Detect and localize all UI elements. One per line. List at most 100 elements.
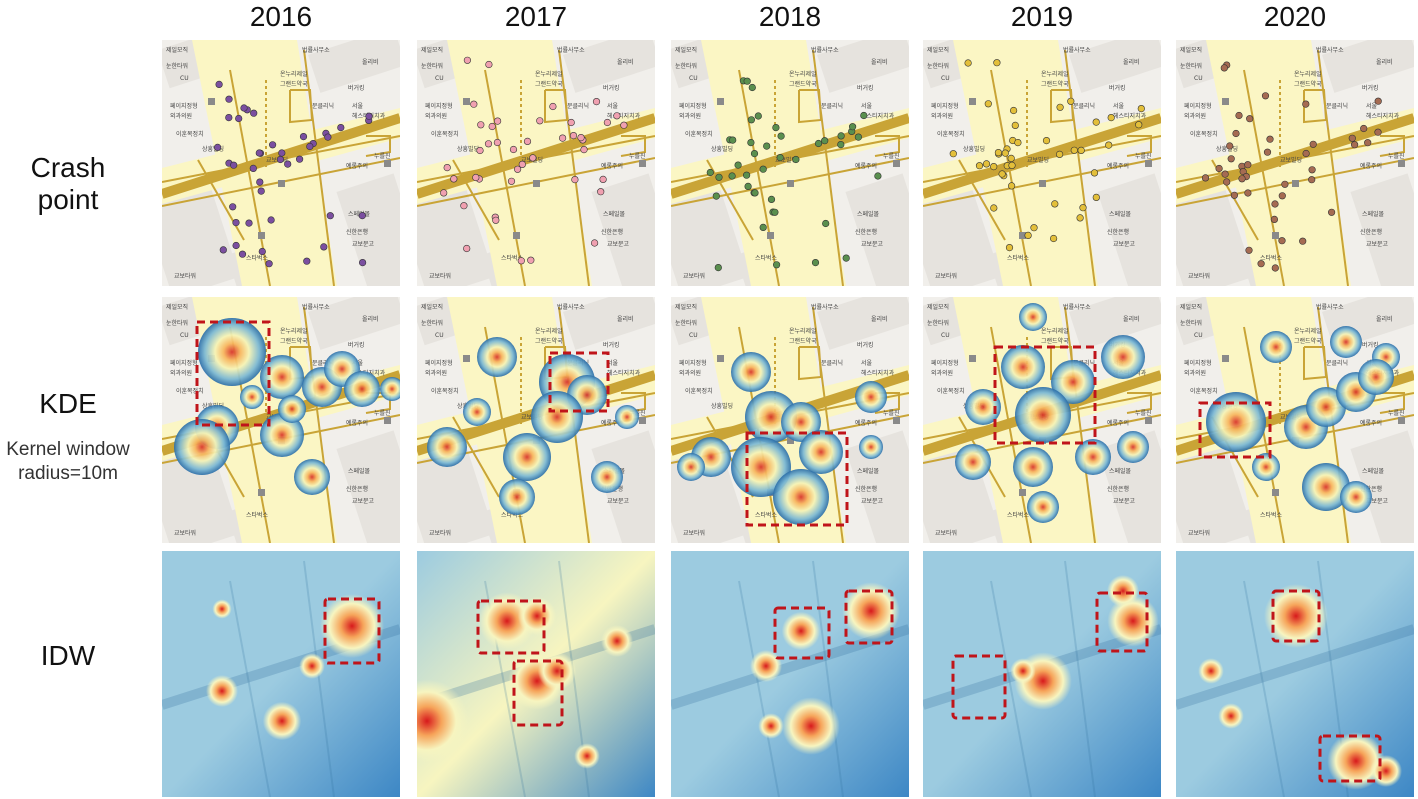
crash-point — [326, 212, 334, 220]
map-label: 예롱주의 — [855, 162, 877, 170]
crash-point — [463, 56, 472, 64]
idw-hotspots — [1198, 584, 1402, 790]
crash-point — [1246, 115, 1254, 123]
crash-point — [763, 142, 771, 150]
year-header-2020: 2020 — [1263, 1, 1327, 32]
year-header-2019: 2019 — [1010, 1, 1074, 32]
map-label: 스페일몰 — [603, 210, 626, 218]
map-label: 그랜드약국 — [789, 337, 817, 345]
crash-point — [990, 162, 998, 171]
map-label: 눈한타워 — [675, 62, 697, 70]
hotspot-box — [1271, 589, 1321, 643]
kde-blob — [677, 453, 705, 481]
crash-point — [964, 59, 972, 67]
map-label: 스타벅스 — [501, 511, 524, 519]
crash-point — [229, 203, 237, 211]
crash-point — [1302, 100, 1310, 108]
map-label: 법률사무소 — [302, 303, 330, 311]
map-label: 이훈복정치 — [431, 387, 459, 395]
map-label: 누를진 — [374, 152, 391, 160]
crash-point — [443, 163, 451, 172]
idw-map-2017 — [417, 551, 655, 797]
map-label: 눈한타워 — [166, 62, 188, 70]
map-label: 그랜드약국 — [535, 337, 563, 345]
crash-point — [620, 121, 628, 129]
kde-blob — [174, 419, 230, 475]
map-label: 온누리제일 — [535, 327, 563, 335]
map-label: 스타벅스 — [1260, 254, 1283, 262]
map-label: 스타벅스 — [1007, 511, 1030, 519]
map-label: 신한은행 — [1107, 485, 1129, 493]
map-label: 그랜드약국 — [1041, 80, 1069, 88]
idw-hotspots — [1010, 575, 1159, 710]
hotspot-box — [512, 659, 564, 727]
hotspot-box — [548, 351, 610, 413]
kde-blob — [499, 479, 535, 515]
crash-point — [1077, 146, 1085, 154]
crash-point — [559, 134, 567, 142]
crash-points — [440, 56, 628, 265]
map-label: 교보문고 — [861, 498, 884, 505]
kde-map-2016: 제일모직 법률사무소 올리비 눈한타워 온누리제일 그랜드약국 CU 버거킹 페이지정형 외과의원… — [162, 297, 400, 543]
kde-blob — [1075, 439, 1111, 475]
map-label: 페이지정형 — [170, 102, 198, 110]
crash-point — [613, 112, 621, 120]
crash-points — [213, 80, 373, 268]
crash-point — [470, 100, 478, 108]
map-label: 법률사무소 — [811, 46, 839, 54]
crash-point — [513, 165, 522, 173]
idw-hotspots — [750, 582, 900, 755]
kde-blob — [1013, 447, 1053, 487]
crash-point — [1221, 170, 1229, 178]
map-label: 이훈복정치 — [1190, 387, 1218, 395]
crash-point — [994, 148, 1002, 157]
map-label: 제일모직 — [1180, 46, 1202, 54]
crash-point — [324, 133, 332, 141]
map-label: 온누리제일 — [535, 70, 563, 78]
map-label: 올리비 — [1123, 58, 1140, 66]
crash-map-2020: 제일모직 법률사무소 올리비 눈한타워 온누리제일 그랜드약국 CU 버거킹 페이지정형 외과의원… — [1176, 40, 1414, 286]
map-label: 버거킹 — [1362, 341, 1379, 349]
crash-point — [874, 172, 882, 180]
kde-blob — [198, 318, 266, 386]
crash-point — [772, 261, 781, 269]
map-label: 온누리제일 — [1041, 70, 1069, 78]
crash-point — [771, 208, 779, 216]
crash-point — [240, 104, 248, 112]
map-label: 신한은행 — [855, 485, 877, 493]
crash-point — [359, 259, 367, 267]
crash-point — [591, 239, 599, 247]
map-label: 법률사무소 — [557, 46, 585, 54]
crash-point — [751, 189, 759, 197]
map-label: 상흥빌딩 — [1216, 145, 1238, 153]
map-label: 스페일몰 — [857, 467, 880, 475]
map-label: 제일모직 — [927, 46, 949, 54]
kde-blob — [799, 430, 843, 474]
map-label: 스페일몰 — [1109, 467, 1132, 475]
map-label: 제일모직 — [166, 303, 188, 311]
map-label: 예롱주의 — [1360, 162, 1382, 170]
hotspot-box — [1318, 734, 1382, 783]
map-label: 페이지정형 — [931, 102, 959, 110]
crash-point — [549, 102, 557, 111]
map-label: 스타벅스 — [246, 511, 269, 519]
crash-point — [993, 59, 1001, 67]
map-label: 스타벅스 — [501, 254, 524, 262]
kde-map-2018: 제일모직 법률사무소 올리비 눈한타워 온누리제일 그랜드약국 CU 버거킹 페이지정형 외과의원… — [671, 297, 909, 543]
map-label: 헤스티지치과 — [607, 369, 641, 377]
map-label: 문클리닉 — [312, 359, 334, 367]
crash-point — [523, 137, 532, 145]
map-label: 서울 — [861, 102, 873, 110]
kde-blob — [773, 469, 829, 525]
map-label: 버거킹 — [603, 341, 620, 349]
crash-point — [1328, 208, 1336, 216]
idw-spot — [750, 650, 782, 682]
idw-spot — [1264, 584, 1328, 648]
idw-spot — [1218, 703, 1244, 729]
crash-point — [472, 173, 480, 182]
map-label: 법률사무소 — [302, 46, 330, 54]
kde-blob — [240, 385, 264, 409]
crash-point — [822, 219, 830, 228]
idw-spot — [299, 653, 325, 679]
crash-point — [1245, 246, 1253, 254]
